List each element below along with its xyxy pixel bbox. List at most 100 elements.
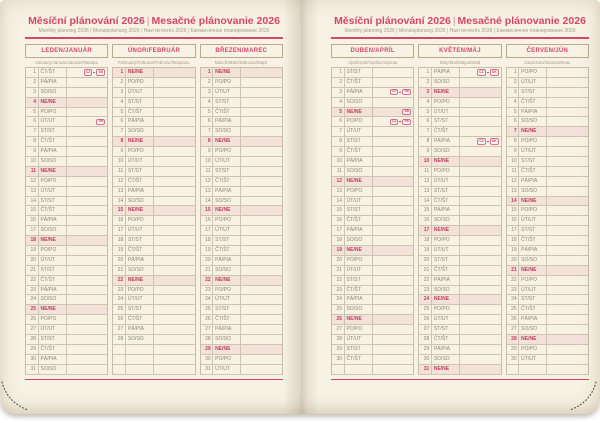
notes-cell <box>154 236 195 245</box>
day-row: 21 NE/NE <box>506 265 588 276</box>
day-row: 11 SO/SO <box>332 166 414 177</box>
day-number: 18 <box>511 237 517 244</box>
month-grid: 1 ČT/ŠT CZ SK 2 PÁ/PIA 3 SO/SO 4 NE/NE 5 PO/PO 6 ÚT/U… <box>25 67 109 375</box>
day-abbrev: ČT/ŠT <box>343 147 373 157</box>
notes-cell <box>154 98 195 107</box>
day-abbrev: SO/SO <box>430 147 460 157</box>
notes-cell <box>67 325 108 334</box>
day-number: 16 <box>336 217 342 224</box>
day-row: 17 SO/SO <box>26 226 108 237</box>
day-row: 10 ÚT/UT <box>113 157 195 167</box>
notes-cell <box>547 157 588 166</box>
holiday-flag-badge-sk: SK <box>402 118 412 126</box>
day-abbrev: NE/NE <box>212 206 242 216</box>
day-row: 31 NE/NE <box>419 364 501 375</box>
day-row: 5 NE/NE SK <box>332 107 414 118</box>
day-abbrev: ÚT/UT <box>518 77 548 87</box>
day-row: 17 ST/ST <box>506 226 588 237</box>
day-abbrev: PÁ/PIA <box>518 246 548 255</box>
month-header: LEDEN/JANUÁR <box>25 43 109 58</box>
day-abbrev: PÁ/PIA <box>430 275 460 285</box>
day-row: 28 ÚT/UT <box>332 335 414 345</box>
day-abbrev: ČT/ŠT <box>37 275 67 285</box>
day-row: 1 PO/PO <box>506 68 588 78</box>
notes-cell <box>241 157 282 166</box>
day-row: 2 PO/PO <box>200 77 282 88</box>
day-row: 1 NE/NE <box>113 68 195 78</box>
day-number: 9 <box>426 148 430 155</box>
day-row: 9 ÚT/UT <box>506 147 588 158</box>
notes-cell <box>154 226 195 235</box>
day-number: 26 <box>423 316 430 323</box>
day-row: 22 NE/NE <box>113 275 195 286</box>
month-subtitle: March/März/Március/Март <box>214 60 268 65</box>
day-number: 25 <box>336 306 342 313</box>
day-abbrev <box>124 354 154 364</box>
notes-cell <box>547 78 588 87</box>
day-number: 20 <box>336 256 342 263</box>
day-number: 6 <box>339 118 342 125</box>
day-abbrev: ST/ST <box>37 265 67 275</box>
day-abbrev: ÚT/UT <box>212 364 242 374</box>
day-abbrev: ST/ST <box>343 275 373 285</box>
notes-cell <box>154 177 195 186</box>
day-row: 1 ST/ST <box>332 68 414 78</box>
day-row: 4 PO/PO <box>419 97 501 108</box>
day-number: 25 <box>205 306 211 313</box>
notes-cell <box>241 197 282 206</box>
day-abbrev: ST/ST <box>124 166 154 176</box>
day-abbrev: PÁ/PIA <box>430 137 460 147</box>
day-row: 25 NE/NE <box>26 305 108 316</box>
day-number: 30 <box>511 355 517 362</box>
day-number: 6 <box>426 118 430 125</box>
notes-cell <box>241 216 282 225</box>
day-number: 27 <box>511 326 517 333</box>
day-row: 8 PO/PO <box>506 137 588 148</box>
day-abbrev: ČT/ŠT <box>37 137 67 147</box>
notes-cell <box>460 108 501 117</box>
day-abbrev: NE/NE <box>518 265 548 275</box>
day-abbrev <box>124 364 154 374</box>
notes-cell <box>241 266 282 275</box>
holiday-flag-badge-sk: SK <box>96 118 106 126</box>
notes-cell <box>154 365 195 374</box>
day-abbrev: ÚT/UT <box>124 226 154 236</box>
notes-cell <box>460 98 501 107</box>
notes-cell <box>460 167 501 176</box>
notes-cell <box>241 137 282 146</box>
day-number: 19 <box>423 246 430 253</box>
day-number: 13 <box>511 187 517 194</box>
notes-cell <box>547 98 588 107</box>
day-row: 3 NE/NE <box>419 87 501 98</box>
day-abbrev: ÚT/UT <box>518 147 548 157</box>
day-abbrev: PÁ/PIA <box>124 117 154 127</box>
day-row: 18 PO/PO <box>419 236 501 247</box>
day-number: 19 <box>511 246 517 253</box>
day-row: 23 PO/PO <box>200 285 282 296</box>
day-number: 31 <box>423 365 430 372</box>
notes-cell <box>241 117 282 126</box>
notes-cell <box>373 286 414 295</box>
day-abbrev: NE/NE <box>430 157 460 166</box>
notes-cell <box>460 315 501 324</box>
day-abbrev: SO/SO <box>37 364 67 374</box>
notes-cell <box>241 88 282 97</box>
day-number: 12 <box>336 177 342 184</box>
day-row: 28 SO/SO <box>113 335 195 345</box>
notes-cell <box>547 355 588 364</box>
day-abbrev: ČT/ŠT <box>124 107 154 117</box>
day-number: 5 <box>513 108 517 115</box>
day-row: 16 ČT/ŠT <box>332 216 414 227</box>
day-abbrev: NE/NE <box>518 196 548 206</box>
day-abbrev: ČT/ŠT <box>124 315 154 325</box>
day-row: 14 ST/ST <box>26 196 108 207</box>
day-row: 23 SO/SO <box>419 285 501 296</box>
day-abbrev: PÁ/PIA <box>343 295 373 305</box>
notes-cell <box>241 127 282 136</box>
notes-cell <box>547 216 588 225</box>
day-row: 6 PO/PO CZ SK <box>332 117 414 128</box>
day-row: 26 ČT/ŠT <box>200 315 282 326</box>
day-number: 15 <box>423 207 430 214</box>
day-row: 4 ST/ST <box>200 97 282 108</box>
day-number: 14 <box>30 197 36 204</box>
